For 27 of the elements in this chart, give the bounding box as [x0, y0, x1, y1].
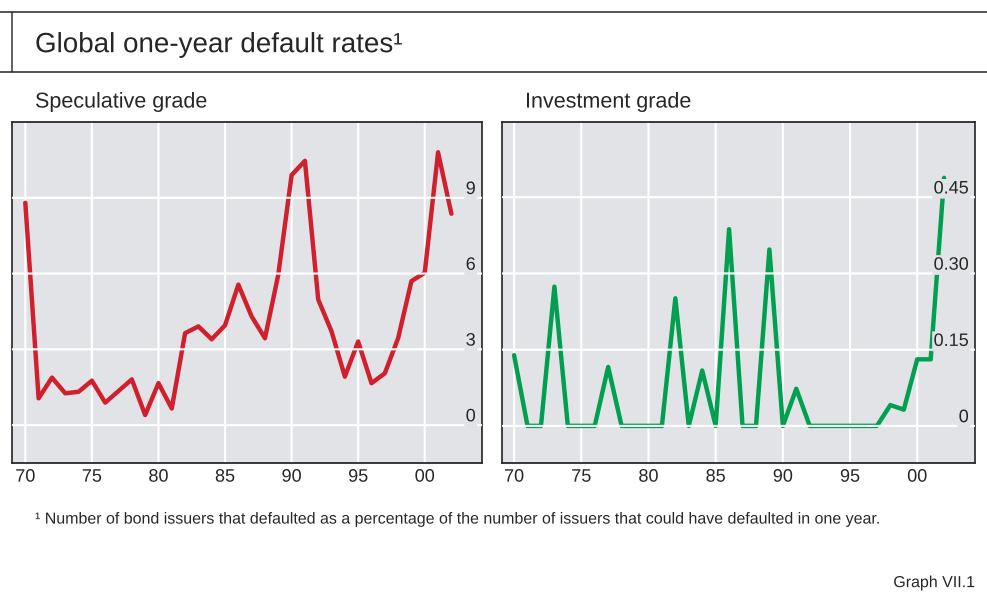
y-tick-label: 9 — [466, 181, 475, 194]
y-tick-label: 3 — [466, 332, 475, 346]
x-tick-label: 70 — [504, 469, 524, 482]
y-tick-label: 0.30 — [934, 257, 968, 270]
y-tick-label: 0.15 — [934, 333, 968, 346]
x-tick-label: 90 — [774, 469, 792, 482]
x-tick-label: 75 — [572, 469, 591, 482]
x-tick-label: 70 — [16, 469, 35, 482]
y-tick-label: 0 — [959, 410, 968, 422]
text: Graph VII.1 — [894, 576, 974, 590]
y-tick-label: 0.45 — [934, 180, 968, 194]
y-tick-label: 6 — [466, 257, 475, 270]
x-tick-label: 95 — [348, 469, 368, 482]
x-tick-label: 75 — [82, 469, 102, 482]
x-tick-label: 00 — [415, 469, 434, 482]
x-tick-label: 80 — [639, 469, 658, 482]
x-tick-label: 00 — [908, 469, 927, 482]
text: ¹ Number of bond issuers that defaulted as a percentage of the number of issuers that could have defaulted in one year. — [36, 512, 879, 527]
y-tick-label: 0 — [466, 408, 476, 422]
x-tick-label: 85 — [216, 469, 234, 482]
x-tick-label: 95 — [840, 469, 860, 482]
x-tick-label: 90 — [282, 469, 301, 482]
x-tick-label: 80 — [149, 469, 168, 482]
chart-title: Global one-year default rates¹ — [36, 32, 402, 58]
chart-title: Investment grade — [526, 92, 690, 112]
chart-subtitle: Speculative grade — [36, 92, 206, 112]
x-tick-label: 85 — [706, 469, 725, 482]
